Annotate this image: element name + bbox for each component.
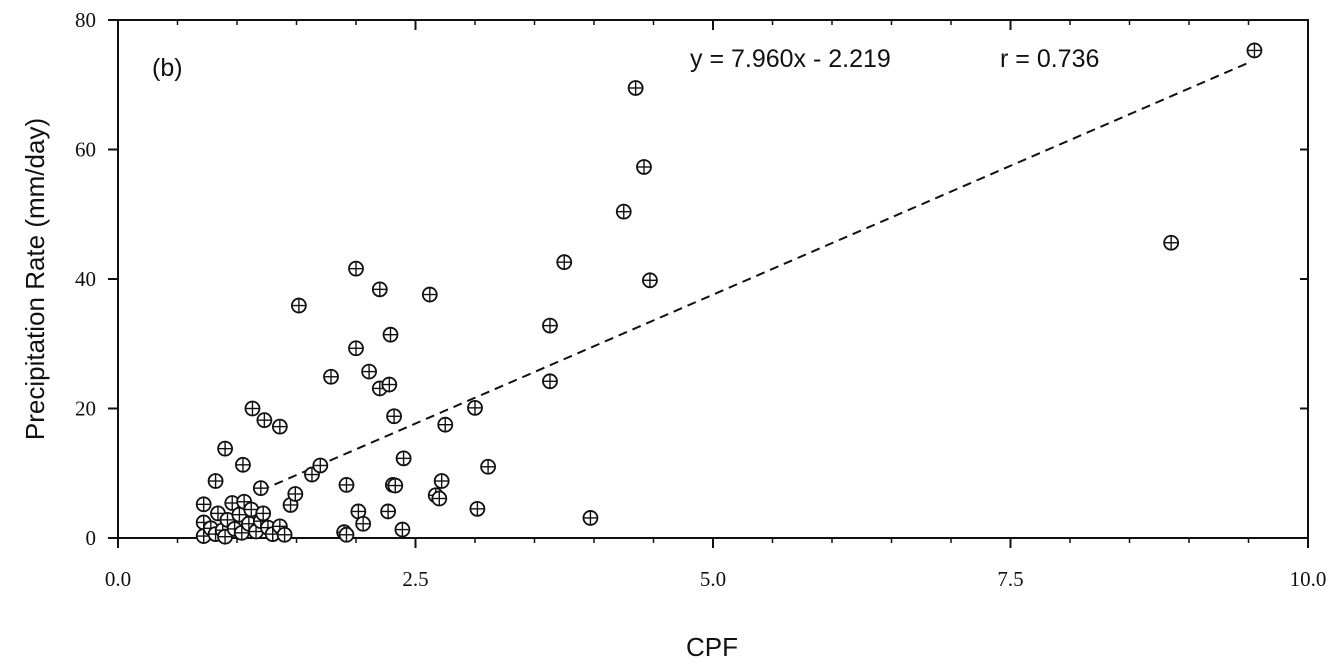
x-tick-label: 7.5 <box>997 567 1023 591</box>
data-point <box>480 458 496 475</box>
panel-label: (b) <box>152 54 183 82</box>
data-point <box>381 376 398 393</box>
data-point <box>243 501 260 518</box>
data-point <box>207 473 224 489</box>
y-tick-label: 40 <box>75 267 96 291</box>
y-tick-label: 80 <box>75 8 96 32</box>
data-point <box>615 203 632 220</box>
data-point <box>195 496 212 513</box>
data-point <box>386 408 402 425</box>
data-point <box>276 526 293 543</box>
data-point <box>556 254 573 271</box>
data-point <box>542 317 558 334</box>
data-point <box>244 400 261 417</box>
data-point <box>348 260 364 277</box>
data-point <box>433 473 450 489</box>
data-point <box>395 450 412 467</box>
data-point <box>287 486 304 502</box>
data-point <box>582 510 599 526</box>
data-point <box>394 521 411 538</box>
x-axis-minor-ticks <box>176 20 1250 543</box>
correlation-coefficient: r = 0.736 <box>1000 45 1099 73</box>
data-point <box>348 340 364 357</box>
data-point <box>382 326 399 343</box>
x-tick-label: 5.0 <box>700 567 726 591</box>
regression-equation: y = 7.960x - 2.219 <box>690 45 891 73</box>
y-axis-title: Precipitation Rate (mm/day) <box>20 118 50 440</box>
data-points <box>195 42 1263 545</box>
data-point <box>290 297 307 314</box>
data-point <box>636 159 652 175</box>
data-point <box>355 515 372 532</box>
data-point <box>361 363 377 380</box>
data-point <box>469 500 486 517</box>
data-point <box>252 480 269 497</box>
data-point <box>338 526 355 543</box>
x-axis-title: CPF <box>686 632 738 662</box>
x-tick-label: 0.0 <box>105 567 131 591</box>
data-point <box>338 477 355 493</box>
data-point <box>255 505 272 522</box>
data-point <box>271 418 288 435</box>
data-point <box>431 490 448 507</box>
data-point <box>312 457 329 474</box>
data-point <box>1163 234 1180 251</box>
data-point <box>642 272 658 289</box>
y-tick-label: 20 <box>75 397 96 421</box>
x-tick-label: 2.5 <box>402 567 428 591</box>
y-tick-label: 0 <box>86 526 97 550</box>
x-tick-label: 10.0 <box>1290 567 1327 591</box>
data-point <box>421 286 438 303</box>
data-point <box>627 80 644 96</box>
data-point <box>217 440 234 457</box>
y-tick-label: 60 <box>75 138 96 162</box>
data-point <box>387 477 404 494</box>
data-point <box>235 456 251 473</box>
data-point <box>542 373 558 390</box>
data-point <box>380 503 397 520</box>
data-point <box>467 399 483 416</box>
data-point <box>1246 42 1263 59</box>
data-point <box>437 416 454 433</box>
y-axis-ticks: 0 20 40 60 80 <box>75 8 1308 550</box>
x-axis-ticks: 0.0 2.5 5.0 7.5 10.0 <box>105 20 1327 591</box>
regression-line <box>260 61 1249 492</box>
data-point <box>371 281 388 298</box>
data-point <box>323 368 339 385</box>
plot-area-frame <box>117 19 1309 539</box>
data-point <box>256 412 273 429</box>
